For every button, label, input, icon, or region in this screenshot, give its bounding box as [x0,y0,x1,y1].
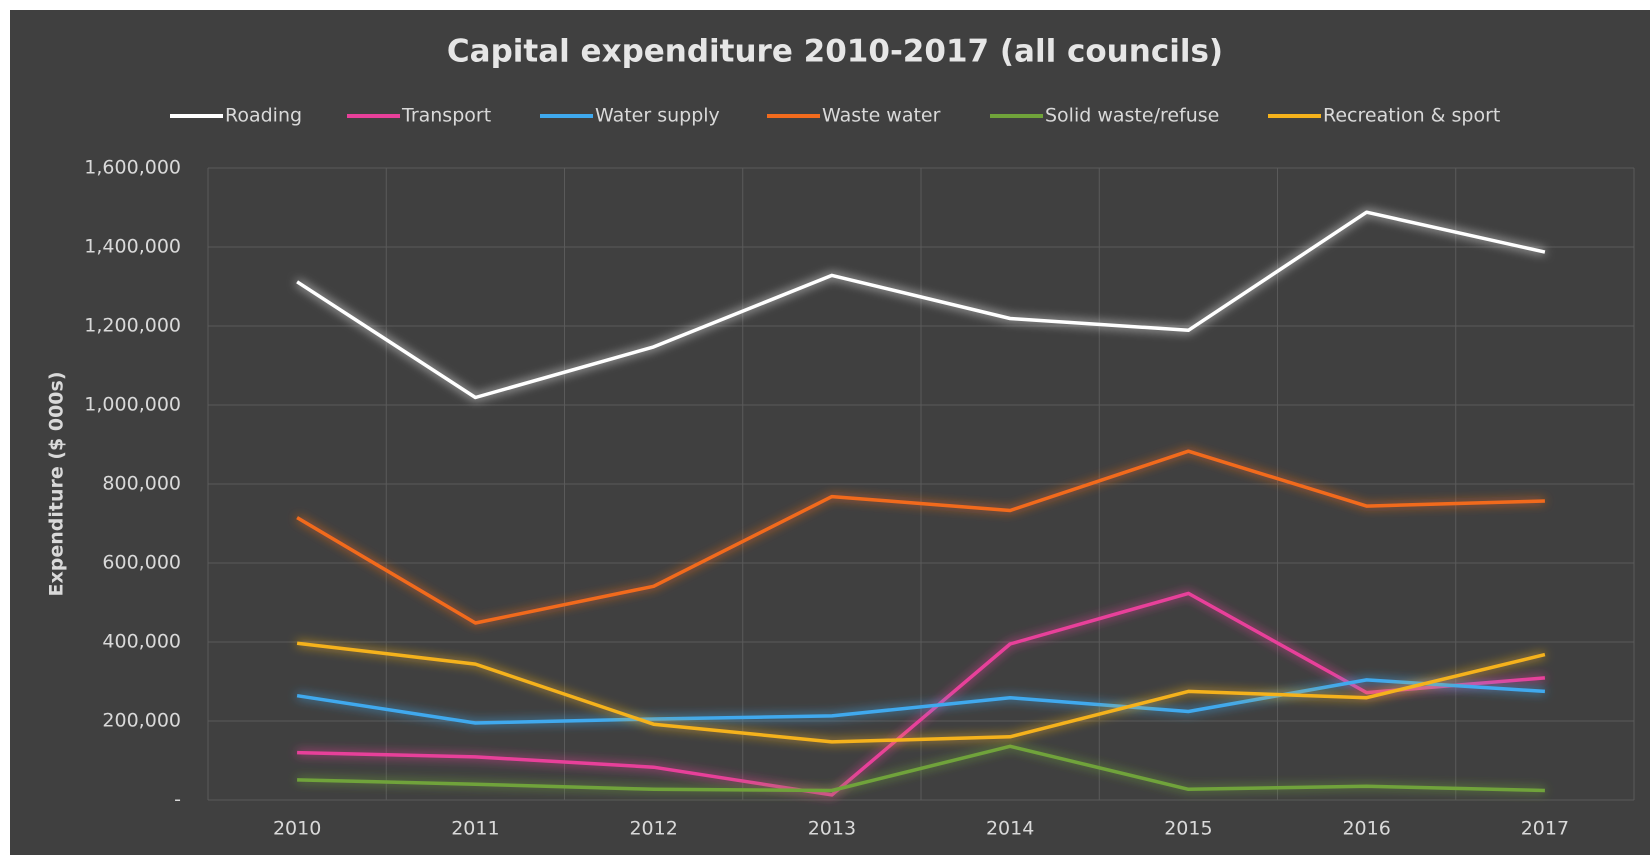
y-tick-label: 1,000,000 [84,394,181,416]
y-tick-label: 600,000 [102,552,181,574]
x-tick-label: 2010 [273,818,321,840]
y-tick-label: 1,600,000 [84,157,181,179]
x-tick-label: 2014 [986,818,1034,840]
chart-title: Capital expenditure 2010-2017 (all counc… [447,34,1223,70]
x-tick-label: 2013 [808,818,856,840]
y-tick-label: 1,400,000 [84,236,181,258]
y-tick-label: 800,000 [102,473,181,495]
series-line [297,744,1545,793]
y-tick-label: 1,200,000 [84,315,181,337]
series-line [296,641,1546,744]
x-tick-label: 2012 [629,818,677,840]
y-tick-label: - [174,789,181,811]
y-axis-title: Expenditure ($ 000s) [46,371,68,596]
legend-label: Solid waste/refuse [1045,105,1219,127]
legend-label: Recreation & sport [1323,105,1500,127]
chart-background [10,10,1650,855]
legend-label: Waste water [822,105,941,127]
series-line [296,678,1546,725]
legend-label: Roading [225,105,302,127]
x-tick-label: 2011 [451,818,499,840]
y-tick-label: 200,000 [102,710,181,732]
legend-label: Water supply [595,105,720,127]
x-tick-label: 2016 [1342,818,1390,840]
legend-label: Transport [401,105,491,127]
series-line [296,449,1545,625]
x-tick-label: 2017 [1521,818,1569,840]
y-tick-label: 400,000 [102,631,181,653]
x-tick-label: 2015 [1164,818,1212,840]
series-line [297,591,1546,797]
series-line [296,210,1546,400]
